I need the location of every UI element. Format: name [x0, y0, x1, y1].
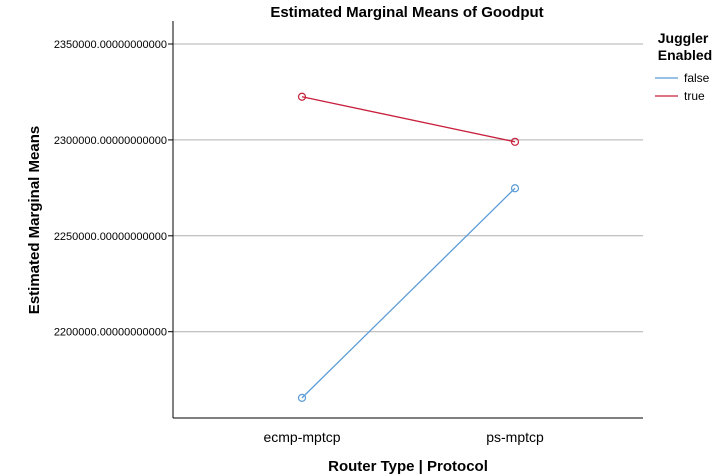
- data-point-false: [297, 393, 307, 402]
- series-line-false: [301, 187, 516, 399]
- legend-title-line1: Juggler: [658, 30, 709, 46]
- series-line-true: [301, 96, 516, 143]
- y-tick-label: 2300000.00000000000: [54, 135, 167, 147]
- grid-lines: [173, 43, 643, 333]
- legend-label-false: false: [684, 71, 710, 85]
- y-tick-labels: 2200000.00000000000 2250000.00000000000 23…: [54, 39, 173, 339]
- legend-title: Juggler Enabled: [658, 30, 712, 63]
- y-tick-label: 2200000.00000000000: [54, 327, 167, 339]
- x-tick-label: ecmp-mptcp: [263, 429, 340, 445]
- x-axis-title: Router Type | Protocol: [328, 458, 488, 475]
- chart-title: Estimated Marginal Means of Goodput: [270, 4, 543, 21]
- y-tick-label: 2350000.00000000000: [54, 39, 167, 51]
- data-point-true: [510, 137, 520, 146]
- y-tick-label: 2250000.00000000000: [54, 231, 167, 243]
- legend-items: false true: [655, 71, 710, 103]
- data-point-true: [297, 92, 307, 101]
- x-tick-labels: ecmp-mptcp ps-mptcp: [263, 429, 544, 445]
- legend-title-line2: Enabled: [658, 47, 712, 63]
- legend: Juggler Enabled false true: [655, 30, 712, 103]
- x-tick-label: ps-mptcp: [486, 429, 544, 445]
- y-axis-title: Estimated Marginal Means: [26, 126, 43, 314]
- series-lines: [297, 92, 520, 402]
- legend-label-true: true: [684, 89, 705, 103]
- data-point-false: [510, 184, 520, 193]
